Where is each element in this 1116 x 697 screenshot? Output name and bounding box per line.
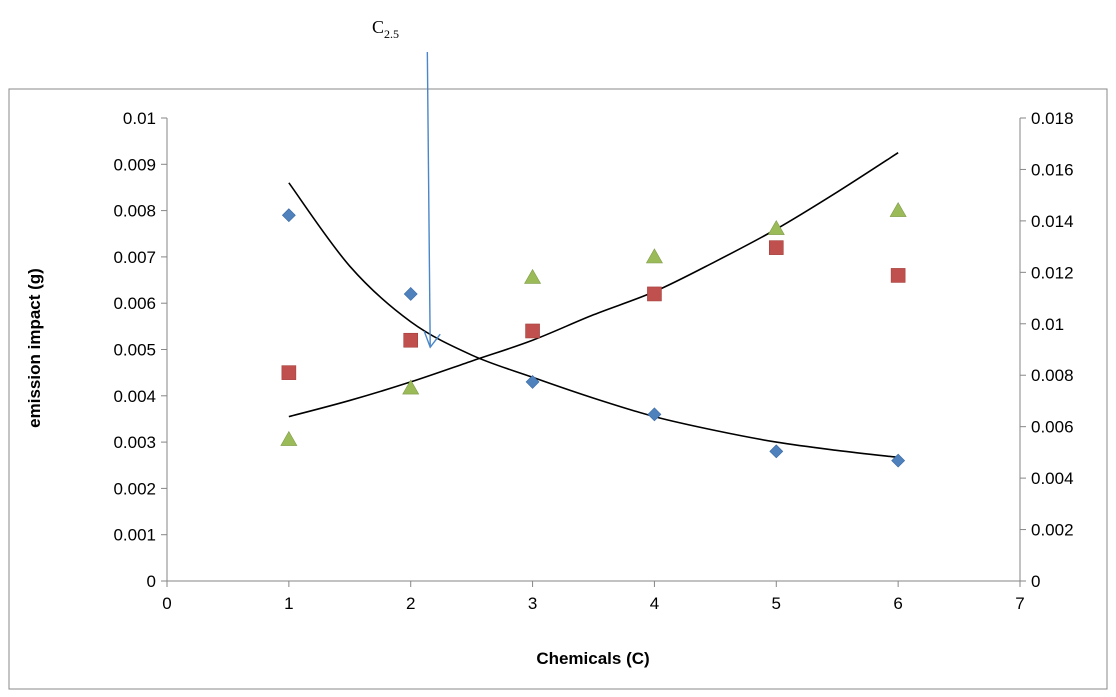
axes: 0 1 2 3 4 5 6 700.0010.0020.0030.0040.0050.0060… (113, 109, 1073, 613)
diamond-point (281, 208, 296, 223)
x-tick-label: 7 (1015, 594, 1024, 613)
square-point (403, 332, 419, 348)
y-tick-label-right: 0.008 (1031, 366, 1074, 385)
y-tick-label-left: 0.009 (113, 155, 156, 174)
y-tick-label-left: 0.01 (123, 109, 156, 128)
square-point (647, 286, 662, 302)
annotation-arrow-head (423, 330, 441, 349)
diamond-point (525, 374, 540, 389)
square-point (890, 268, 906, 283)
square-point (525, 323, 540, 339)
triangle-point (645, 248, 663, 264)
x-tick-label: 1 (284, 594, 293, 613)
diamond-point (769, 444, 784, 459)
y-tick-label-right: 0.012 (1031, 263, 1074, 282)
y-tick-label-left: 0.006 (113, 294, 156, 313)
x-tick-label: 6 (893, 594, 902, 613)
x-tick-label: 0 (162, 594, 171, 613)
x-tick-label: 5 (772, 594, 781, 613)
y-tick-label-left: 0.007 (113, 248, 156, 267)
triangle-point (767, 220, 785, 235)
x-tick-label: 2 (406, 594, 415, 613)
trendlines (288, 152, 899, 459)
data-points (280, 201, 907, 468)
y-tick-label-left: 0.001 (113, 526, 156, 545)
square-point (768, 240, 784, 255)
square-point (281, 365, 297, 380)
y-tick-label-left: 0.003 (113, 433, 156, 452)
y-tick-label-left: 0.008 (113, 202, 156, 221)
y-tick-label-left: 0.005 (113, 341, 156, 360)
y-tick-label-left: 0.004 (113, 387, 156, 406)
annotation-letter: C (372, 17, 384, 37)
annotation-subscript: 2.5 (384, 27, 399, 41)
y-tick-label-right: 0.018 (1031, 109, 1074, 128)
annotation: C2.5 (372, 17, 441, 349)
y-axis-title: emission impact (g) (25, 268, 44, 428)
y-tick-label-right: 0.006 (1031, 418, 1074, 437)
annotation-label: C2.5 (372, 17, 399, 41)
triangle-point (280, 430, 298, 446)
trendline-increasing (288, 152, 899, 418)
y-tick-label-right: 0.004 (1031, 469, 1074, 488)
x-axis-title: Chemicals (C) (536, 649, 649, 668)
x-tick-label: 3 (528, 594, 537, 613)
trendline-decreasing (288, 182, 899, 459)
y-tick-label-right: 0 (1031, 572, 1040, 591)
diamond-point (647, 407, 662, 422)
axis-labels: Chemicals (C) emission impact (g) (25, 268, 650, 668)
diamond-point (891, 453, 906, 468)
y-tick-label-right: 0.014 (1031, 212, 1074, 231)
y-tick-label-right: 0.016 (1031, 160, 1074, 179)
triangle-point (889, 201, 907, 217)
triangle-point (524, 268, 542, 284)
triangle-point (402, 379, 420, 395)
chart-frame (8, 88, 1108, 690)
y-tick-label-right: 0.01 (1031, 315, 1064, 334)
annotation-arrow-shaft (426, 51, 431, 348)
y-tick-label-left: 0 (147, 572, 156, 591)
y-tick-label-right: 0.002 (1031, 521, 1074, 540)
y-tick-label-left: 0.002 (113, 479, 156, 498)
diamond-point (403, 287, 418, 301)
x-tick-label: 4 (650, 594, 659, 613)
